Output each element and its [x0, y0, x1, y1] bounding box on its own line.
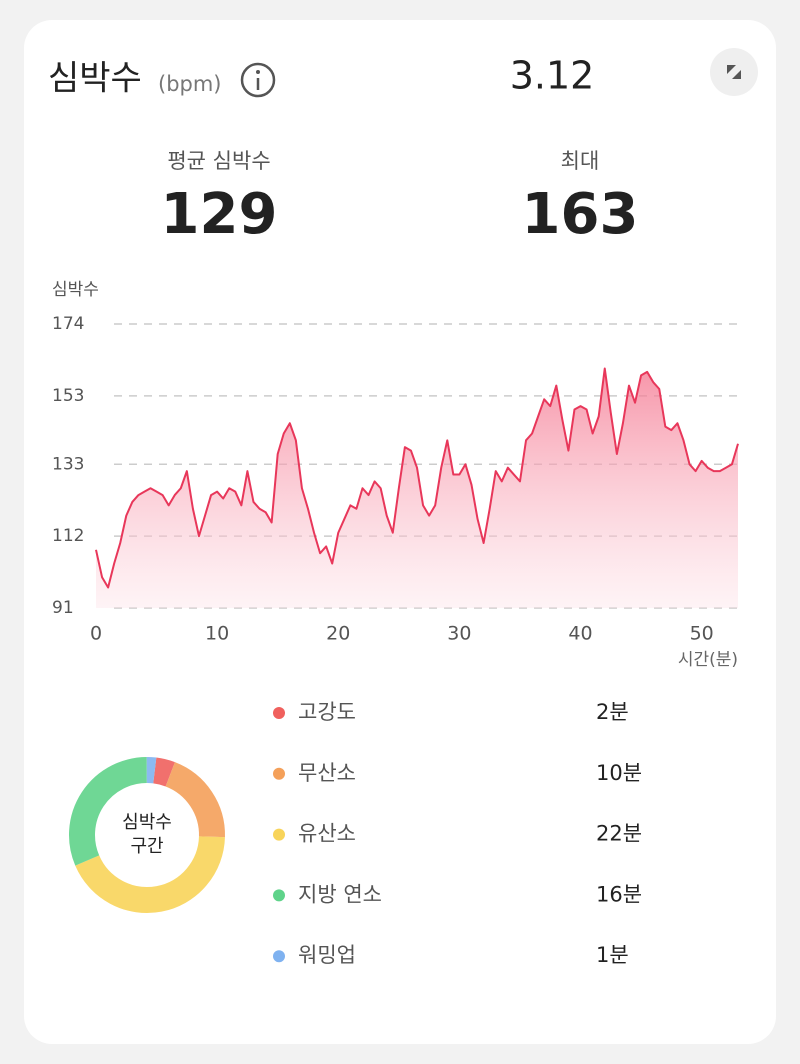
donut-segment	[165, 762, 225, 838]
legend-duration: 2분	[596, 700, 629, 724]
legend-dot	[273, 828, 285, 841]
legend-name: 워밍업	[298, 943, 356, 967]
legend-name: 고강도	[298, 700, 356, 724]
x-axis-label: 시간(분)	[678, 650, 738, 670]
legend-name: 유산소	[298, 822, 356, 846]
legend-dot	[273, 767, 285, 780]
title: 심박수	[48, 59, 142, 99]
y-tick-label: 112	[52, 526, 84, 546]
donut-segment	[152, 757, 175, 787]
stat-value: 129	[161, 182, 278, 247]
legend-duration: 22분	[596, 822, 642, 846]
donut-segment	[69, 757, 148, 866]
expand-button[interactable]	[710, 48, 758, 96]
legend-dot	[273, 707, 285, 719]
legend-dot	[273, 950, 285, 963]
y-tick-label: 153	[52, 386, 84, 406]
x-tick-label: 20	[326, 623, 350, 645]
x-tick-label: 30	[447, 623, 471, 645]
x-tick-label: 50	[690, 623, 714, 645]
date: 3.12	[510, 54, 595, 98]
donut-center-label: 심박수	[122, 812, 172, 833]
donut-segment	[75, 835, 225, 913]
legend-name: 지방 연소	[298, 882, 382, 906]
legend-duration: 16분	[596, 882, 642, 906]
y-tick-label: 174	[52, 314, 84, 334]
y-axis-label: 심박수	[52, 280, 99, 300]
donut-center-label: 구간	[130, 836, 163, 857]
legend-duration: 1분	[596, 943, 629, 967]
y-tick-label: 133	[52, 454, 84, 474]
stat-value: 163	[522, 182, 639, 247]
line	[95, 367, 739, 589]
legend-dot	[273, 889, 285, 902]
x-tick-label: 40	[568, 623, 592, 645]
x-tick-label: 0	[90, 623, 102, 645]
area	[96, 368, 738, 608]
info-icon[interactable]	[240, 62, 276, 98]
x-tick-label: 10	[205, 623, 229, 645]
legend-name: 무산소	[298, 761, 356, 785]
y-tick-label: 91	[52, 598, 74, 618]
stat-label: 평균 심박수	[167, 149, 270, 173]
stat-label: 최대	[561, 149, 600, 173]
legend-duration: 10분	[596, 761, 642, 785]
unit: (bpm)	[158, 72, 222, 96]
